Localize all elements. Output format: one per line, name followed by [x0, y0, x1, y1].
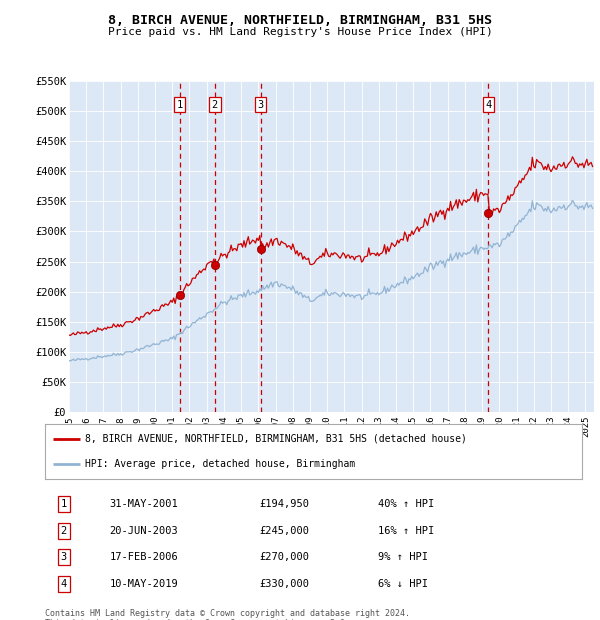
Text: 40% ↑ HPI: 40% ↑ HPI: [378, 499, 434, 509]
Text: 4: 4: [61, 579, 67, 589]
Text: £270,000: £270,000: [260, 552, 310, 562]
Text: £330,000: £330,000: [260, 579, 310, 589]
Text: 8, BIRCH AVENUE, NORTHFIELD, BIRMINGHAM, B31 5HS (detached house): 8, BIRCH AVENUE, NORTHFIELD, BIRMINGHAM,…: [85, 434, 467, 444]
Text: 1: 1: [61, 499, 67, 509]
Text: 2: 2: [212, 100, 218, 110]
Text: 6% ↓ HPI: 6% ↓ HPI: [378, 579, 428, 589]
Text: 4: 4: [485, 100, 491, 110]
Text: £245,000: £245,000: [260, 526, 310, 536]
Text: 10-MAY-2019: 10-MAY-2019: [109, 579, 178, 589]
Text: 2: 2: [61, 526, 67, 536]
Text: 3: 3: [257, 100, 264, 110]
Text: 8, BIRCH AVENUE, NORTHFIELD, BIRMINGHAM, B31 5HS: 8, BIRCH AVENUE, NORTHFIELD, BIRMINGHAM,…: [108, 14, 492, 27]
Text: 1: 1: [176, 100, 182, 110]
Text: 16% ↑ HPI: 16% ↑ HPI: [378, 526, 434, 536]
Text: Price paid vs. HM Land Registry's House Price Index (HPI): Price paid vs. HM Land Registry's House …: [107, 27, 493, 37]
Text: HPI: Average price, detached house, Birmingham: HPI: Average price, detached house, Birm…: [85, 459, 356, 469]
Text: 17-FEB-2006: 17-FEB-2006: [109, 552, 178, 562]
Text: Contains HM Land Registry data © Crown copyright and database right 2024.
This d: Contains HM Land Registry data © Crown c…: [45, 609, 410, 620]
Text: 9% ↑ HPI: 9% ↑ HPI: [378, 552, 428, 562]
Text: 31-MAY-2001: 31-MAY-2001: [109, 499, 178, 509]
Text: 20-JUN-2003: 20-JUN-2003: [109, 526, 178, 536]
Text: 3: 3: [61, 552, 67, 562]
Text: £194,950: £194,950: [260, 499, 310, 509]
